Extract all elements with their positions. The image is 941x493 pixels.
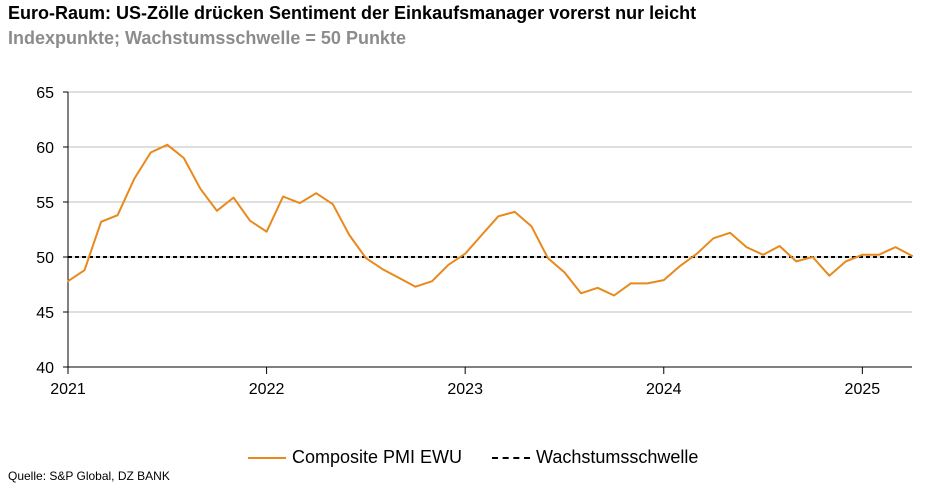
legend-swatch-dashed (492, 456, 530, 459)
pmi-point-2023-05 (530, 225, 532, 227)
pmi-point-2024-03 (696, 253, 698, 255)
pmi-point-2022-03 (299, 202, 301, 204)
legend-label-composite-pmi: Composite PMI EWU (292, 447, 463, 467)
pmi-point-2023-09 (597, 287, 599, 289)
pmi-point-2022-07 (365, 257, 367, 259)
pmi-point-2024-01 (663, 279, 665, 281)
pmi-point-2022-04 (315, 192, 317, 194)
x-tick-2025: 2025 (845, 381, 881, 398)
pmi-point-2021-10 (216, 210, 218, 212)
y-tick-45: 45 (36, 305, 54, 322)
pmi-point-2021-02 (84, 269, 86, 271)
pmi-point-2024-10 (812, 256, 814, 258)
legend-label-wachstumsschwelle: Wachstumsschwelle (536, 447, 699, 467)
pmi-point-2024-04 (712, 237, 714, 239)
pmi-point-2025-02 (878, 254, 880, 256)
pmi-point-2021-01 (67, 280, 69, 282)
pmi-point-2021-09 (199, 188, 201, 190)
pmi-point-2024-02 (679, 265, 681, 267)
y-tick-40: 40 (36, 360, 54, 377)
pmi-point-2021-11 (232, 197, 234, 199)
legend: Composite PMI EWU Wachstumsschwelle (0, 447, 941, 473)
pmi-point-2021-04 (117, 214, 119, 216)
pmi-point-2021-03 (100, 221, 102, 223)
legend-swatch-solid (248, 456, 286, 459)
pmi-point-2022-12 (448, 264, 450, 266)
x-tick-2023: 2023 (447, 381, 483, 398)
y-tick-55: 55 (36, 195, 54, 212)
x-tick-2021: 2021 (50, 381, 86, 398)
pmi-point-2023-11 (630, 282, 632, 284)
chart-title: Euro-Raum: US-Zölle drücken Sentiment de… (8, 3, 697, 23)
pmi-point-2021-08 (183, 157, 185, 159)
pmi-point-2022-02 (282, 196, 284, 198)
pmi-point-2025-04 (911, 255, 913, 257)
series (67, 143, 913, 297)
y-tick-65: 65 (36, 85, 54, 102)
axes (63, 91, 912, 374)
pmi-point-2024-11 (828, 275, 830, 277)
pmi-point-2025-03 (894, 246, 896, 248)
pmi-point-2022-05 (332, 203, 334, 205)
pmi-point-2024-06 (746, 246, 748, 248)
pmi-point-2023-07 (563, 271, 565, 273)
pmi-point-2023-03 (497, 215, 499, 217)
pmi-point-2023-10 (613, 295, 615, 297)
pmi-point-2024-09 (795, 260, 797, 262)
pmi-point-2023-08 (580, 292, 582, 294)
pmi-point-2021-12 (249, 220, 251, 222)
pmi-point-2021-06 (150, 152, 152, 154)
chart-subtitle: Indexpunkte; Wachstumsschwelle = 50 Punk… (8, 28, 406, 48)
pmi-point-2023-02 (481, 234, 483, 236)
pmi-point-2021-05 (133, 178, 135, 180)
y-tick-labels: 40 45 50 55 60 65 (36, 85, 54, 377)
pmi-point-2024-05 (729, 232, 731, 234)
pmi-point-2023-01 (464, 253, 466, 255)
gridlines (68, 91, 912, 313)
series-composite-pmi-line (67, 143, 913, 297)
x-tick-labels: 2021 2022 2023 2024 2025 (50, 381, 880, 398)
pmi-point-2024-07 (762, 254, 764, 256)
pmi-point-2024-08 (779, 245, 781, 247)
pmi-point-2023-06 (547, 257, 549, 259)
pmi-point-2023-04 (514, 211, 516, 213)
y-tick-60: 60 (36, 140, 54, 157)
pmi-point-2023-12 (646, 282, 648, 284)
pmi-point-2022-11 (431, 280, 433, 282)
pmi-point-2024-12 (845, 260, 847, 262)
legend-item-composite-pmi: Composite PMI EWU (248, 447, 462, 468)
pmi-point-2022-01 (266, 231, 268, 233)
pmi-line-chart: 40 45 50 55 60 65 2021 2022 2023 2024 2025 (36, 85, 913, 398)
source-note: Quelle: S&P Global, DZ BANK (8, 469, 170, 483)
pmi-point-2022-10 (415, 286, 417, 288)
pmi-point-2021-07 (166, 144, 168, 146)
pmi-point-2022-09 (398, 277, 400, 279)
pmi-point-2022-08 (381, 268, 383, 270)
x-tick-2024: 2024 (646, 381, 682, 398)
y-tick-50: 50 (36, 250, 54, 267)
legend-item-wachstumsschwelle: Wachstumsschwelle (492, 447, 698, 468)
x-tick-2022: 2022 (249, 381, 285, 398)
pmi-point-2025-01 (861, 254, 863, 256)
pmi-point-2022-06 (348, 234, 350, 236)
